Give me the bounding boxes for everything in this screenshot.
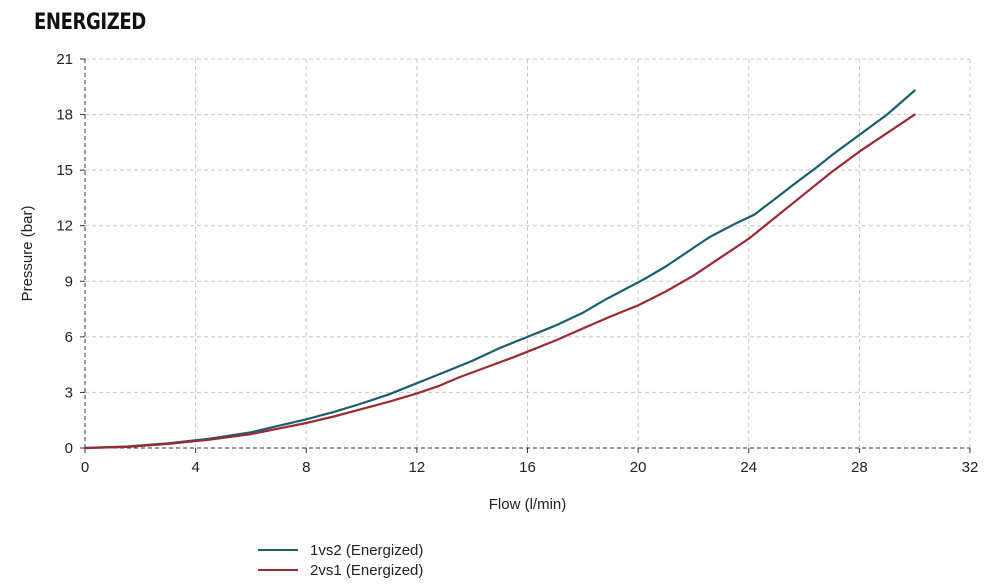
y-tick-label: 0 <box>65 440 73 457</box>
x-tick-label: 24 <box>740 459 757 476</box>
x-tick-label: 32 <box>962 459 979 476</box>
legend-item-series-2[interactable]: 2vs1 (Energized) <box>258 560 423 580</box>
legend-label-series-2: 2vs1 (Energized) <box>310 561 424 579</box>
legend: 1vs2 (Energized) 2vs1 (Energized) <box>258 540 423 580</box>
series-line-2 <box>83 113 916 450</box>
x-tick-label: 12 <box>409 459 426 476</box>
y-tick-label: 18 <box>56 107 73 124</box>
y-tick-label: 15 <box>56 162 73 179</box>
y-tick-label: 21 <box>56 51 73 68</box>
x-tick-label: 8 <box>302 459 310 476</box>
x-tick-label: 4 <box>191 459 199 476</box>
y-tick-label: 6 <box>65 329 73 346</box>
y-axis-label: Pressure (bar) <box>19 206 36 302</box>
y-tick-label: 12 <box>56 218 73 235</box>
legend-swatch-series-1 <box>258 549 298 551</box>
y-tick-label: 3 <box>65 384 73 401</box>
legend-item-series-1[interactable]: 1vs2 (Energized) <box>258 540 423 560</box>
legend-label-series-1: 1vs2 (Energized) <box>310 541 424 559</box>
chart-title: ENERGIZED <box>34 10 146 35</box>
x-tick-label: 28 <box>851 459 868 476</box>
legend-swatch-series-2 <box>258 569 298 571</box>
x-axis-label: Flow (l/min) <box>489 496 567 513</box>
x-tick-label: 20 <box>630 459 647 476</box>
x-tick-label: 0 <box>81 459 89 476</box>
y-tick-label: 9 <box>65 273 73 290</box>
series-line-1 <box>83 89 916 450</box>
x-tick-label: 16 <box>519 459 536 476</box>
